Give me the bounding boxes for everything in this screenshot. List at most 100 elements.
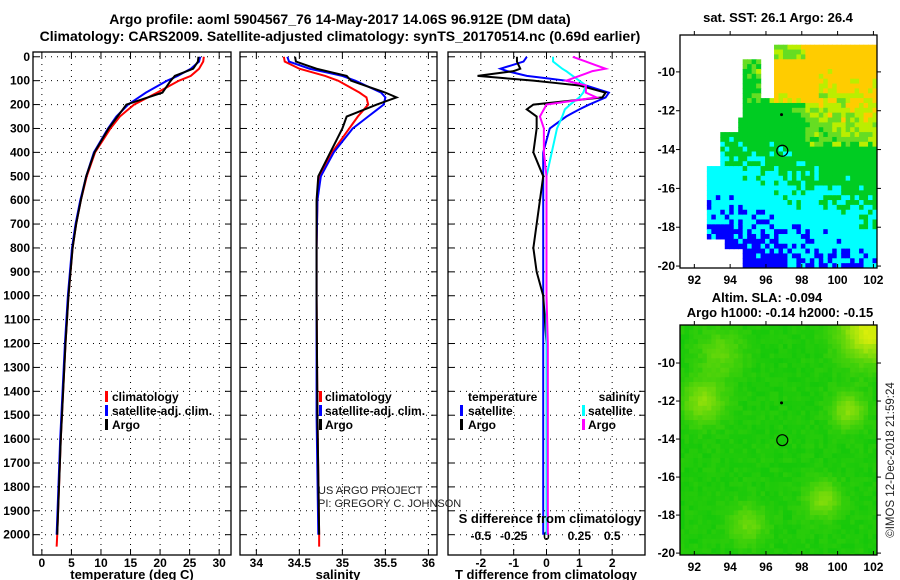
map-cell <box>720 439 726 445</box>
map-cell <box>711 175 717 182</box>
map-cell <box>850 180 856 187</box>
map-cell <box>796 538 802 545</box>
map-cell <box>859 258 865 264</box>
map-cell <box>756 156 762 162</box>
map-cell <box>697 424 703 431</box>
map-cell <box>706 410 712 416</box>
map-cell <box>805 93 811 99</box>
map-cell <box>800 122 806 128</box>
map-cell <box>841 200 847 206</box>
map-cell <box>697 491 703 497</box>
map-cell <box>720 180 726 187</box>
map-cell <box>859 68 865 75</box>
map-cell <box>827 529 833 535</box>
map-cell <box>791 209 798 216</box>
map-cell <box>827 472 833 478</box>
map-cell <box>765 224 771 230</box>
map-cell <box>747 500 753 507</box>
imos-timestamp: ©IMOS 12-Dec-2018 21:59:24 <box>885 382 897 538</box>
map-cell <box>733 439 739 445</box>
map-cell <box>760 443 766 450</box>
map-cell <box>796 353 802 359</box>
map-cell <box>827 229 833 235</box>
map-cell <box>747 175 753 182</box>
map-cell <box>782 185 789 191</box>
map-cell <box>841 458 847 464</box>
map-cell <box>818 548 824 554</box>
map-cell <box>805 443 811 450</box>
map-cell <box>850 458 856 464</box>
map-cell <box>863 339 869 345</box>
x2-tick-label: 0.5 <box>604 529 621 543</box>
map-cell <box>742 329 748 336</box>
map-cell <box>715 410 721 416</box>
map-cell <box>697 458 703 464</box>
map-cell <box>832 151 838 157</box>
map-frame <box>679 324 878 556</box>
map-cell <box>823 195 829 201</box>
map-cell <box>791 204 798 211</box>
map-cell <box>778 175 784 182</box>
map-cell <box>827 238 833 245</box>
map-cell <box>868 195 874 201</box>
map-cell <box>863 439 869 445</box>
map-cell <box>814 170 820 177</box>
map-cell <box>854 253 860 259</box>
map-cell <box>782 334 789 340</box>
map-cell <box>787 363 793 369</box>
map-cell <box>778 391 784 397</box>
map-cell <box>751 107 757 114</box>
map-cell <box>742 200 748 206</box>
map-cell <box>733 132 739 138</box>
map-cell <box>854 496 860 502</box>
map-cell <box>724 467 730 473</box>
map-cell <box>729 363 735 369</box>
map-cell <box>832 200 838 206</box>
map-cell <box>814 448 820 454</box>
map-cell <box>774 363 780 369</box>
legend-label-t-satellite: satellite <box>468 404 513 418</box>
map-cell <box>827 170 833 177</box>
map-cell <box>800 185 806 191</box>
map-cell <box>859 334 865 340</box>
map-cell <box>756 367 762 374</box>
map-cell <box>697 405 703 412</box>
map-cell <box>756 472 762 478</box>
map-cell <box>729 367 735 374</box>
map-cell <box>778 453 784 459</box>
map-cell <box>854 122 860 128</box>
map-cell <box>729 515 735 521</box>
map-cell <box>711 448 717 454</box>
map-cell <box>751 151 757 157</box>
map-cell <box>854 462 860 469</box>
map-cell <box>809 358 815 364</box>
map-cell <box>796 543 802 549</box>
map-cell <box>774 209 780 216</box>
map-cell <box>769 481 775 488</box>
map-cell <box>715 486 721 492</box>
map-cell <box>832 166 838 172</box>
map-cell <box>693 543 699 549</box>
map-cell <box>711 453 717 459</box>
map-cell <box>720 462 726 469</box>
map-cell <box>680 543 686 549</box>
map-cell <box>778 538 784 545</box>
map-cell <box>827 325 833 331</box>
map-cell <box>756 73 762 80</box>
map-cell <box>863 161 869 167</box>
map-cell <box>778 372 784 378</box>
map-cell <box>693 510 699 516</box>
map-cell <box>850 54 856 60</box>
map-cell <box>863 146 869 153</box>
map-cell <box>724 505 730 511</box>
map-cell <box>832 64 838 70</box>
map-cell <box>684 448 690 454</box>
map-cell <box>747 166 753 172</box>
map-cell <box>809 519 815 526</box>
map-cell <box>720 156 726 162</box>
map-cell <box>845 49 851 56</box>
map-cell <box>747 396 753 402</box>
map-cell <box>747 443 753 450</box>
map-cell <box>760 401 766 407</box>
map-cell <box>706 329 712 336</box>
